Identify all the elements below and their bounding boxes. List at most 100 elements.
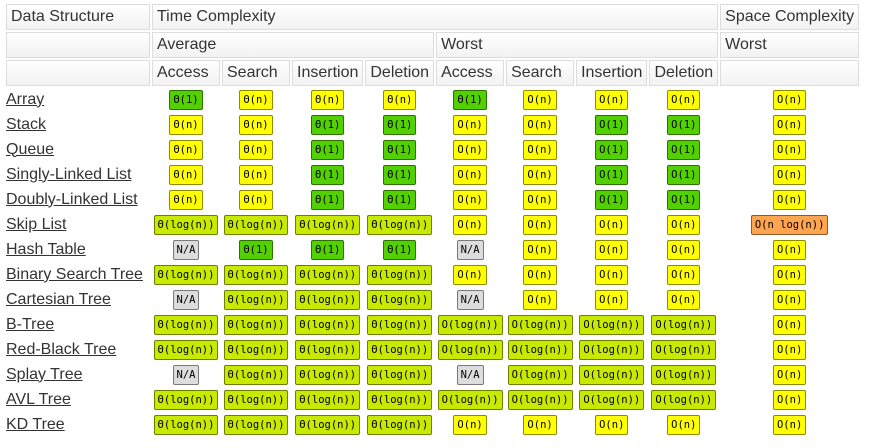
cell: O(1) bbox=[576, 113, 647, 136]
structure-link[interactable]: Stack bbox=[6, 115, 47, 133]
table-row: AVL Tree Θ(log(n)) Θ(log(n)) Θ(log(n)) Θ(log… bbox=[6, 388, 859, 411]
cell: O(1) bbox=[576, 188, 647, 211]
cell: O(1) bbox=[649, 163, 718, 186]
complexity-badge: O(n) bbox=[772, 164, 807, 185]
header-row: Average Worst Worst bbox=[6, 32, 860, 58]
header-cell: Deletion bbox=[365, 60, 435, 86]
cell: O(log(n)) bbox=[576, 388, 647, 411]
complexity-badge: Θ(1) bbox=[311, 239, 345, 260]
cell: Θ(1) bbox=[365, 163, 434, 186]
complexity-badge: Θ(log(n)) bbox=[223, 264, 289, 285]
complexity-badge: O(log(n)) bbox=[507, 364, 573, 385]
cell: O(1) bbox=[649, 138, 718, 161]
cell: O(n) bbox=[720, 338, 859, 361]
complexity-badge: O(n) bbox=[772, 414, 807, 435]
complexity-badge: O(1) bbox=[595, 189, 629, 210]
table-row: Binary Search Tree Θ(log(n)) Θ(log(n)) Θ(lo… bbox=[6, 263, 859, 286]
structure-link[interactable]: KD Tree bbox=[6, 415, 65, 433]
cell: Θ(log(n)) bbox=[292, 313, 363, 336]
structure-link[interactable]: Red-Black Tree bbox=[6, 340, 117, 358]
cell: Θ(log(n)) bbox=[365, 313, 434, 336]
cell: Θ(log(n)) bbox=[365, 263, 434, 286]
complexity-badge: Θ(log(n)) bbox=[153, 264, 219, 285]
cell: O(n) bbox=[576, 88, 647, 111]
cell: O(n) bbox=[436, 188, 504, 211]
structure-link[interactable]: AVL Tree bbox=[6, 390, 71, 408]
cell: Θ(log(n)) bbox=[222, 388, 290, 411]
table-row: B-Tree Θ(log(n)) Θ(log(n)) Θ(log(n)) Θ(log(n… bbox=[6, 313, 859, 336]
cell: Θ(log(n)) bbox=[292, 263, 363, 286]
complexity-badge: O(n) bbox=[772, 114, 807, 135]
complexity-badge: O(n) bbox=[453, 189, 487, 210]
cell: Θ(1) bbox=[365, 188, 434, 211]
header-cell: Access bbox=[152, 60, 220, 86]
complexity-badge: O(n) bbox=[523, 264, 557, 285]
complexity-badge: Θ(1) bbox=[453, 89, 487, 110]
structure-link[interactable]: Splay Tree bbox=[6, 365, 83, 383]
cell: O(n) bbox=[506, 288, 574, 311]
complexity-badge: O(n) bbox=[523, 239, 557, 260]
complexity-badge: O(n) bbox=[453, 214, 487, 235]
structure-link[interactable]: Binary Search Tree bbox=[6, 265, 143, 283]
cell: O(1) bbox=[576, 163, 647, 186]
header-cell: Access bbox=[436, 60, 505, 86]
complexity-badge: O(n) bbox=[667, 264, 701, 285]
header-cell: Space Complexity bbox=[720, 4, 860, 30]
structure-link[interactable]: Queue bbox=[6, 140, 55, 158]
complexity-badge: Θ(1) bbox=[311, 114, 345, 135]
complexity-badge: Θ(1) bbox=[239, 239, 273, 260]
complexity-badge: O(1) bbox=[667, 189, 701, 210]
complexity-badge: O(n) bbox=[523, 89, 557, 110]
structure-link[interactable]: Cartesian Tree bbox=[6, 290, 111, 308]
complexity-badge: Θ(log(n)) bbox=[153, 389, 219, 410]
cell: O(n) bbox=[506, 113, 574, 136]
cell: O(n) bbox=[649, 288, 718, 311]
structure-link[interactable]: Singly-Linked List bbox=[6, 165, 132, 183]
cell: Θ(n) bbox=[292, 88, 363, 111]
cell: O(log(n)) bbox=[649, 338, 718, 361]
complexity-badge: O(n) bbox=[453, 264, 487, 285]
cell: O(log(n)) bbox=[649, 363, 718, 386]
cell: O(log(n)) bbox=[436, 388, 504, 411]
cell: O(1) bbox=[576, 138, 647, 161]
cell: O(n) bbox=[436, 413, 504, 436]
complexity-badge: O(log(n)) bbox=[651, 389, 717, 410]
complexity-badge: Θ(log(n)) bbox=[223, 364, 289, 385]
structure-link[interactable]: Array bbox=[6, 90, 45, 108]
header-row: Data Structure Time Complexity Space Com… bbox=[6, 4, 860, 30]
complexity-badge: Θ(1) bbox=[383, 164, 417, 185]
structure-link[interactable]: Doubly-Linked List bbox=[6, 190, 138, 208]
complexity-badge: O(log(n)) bbox=[651, 364, 717, 385]
cell: O(log(n)) bbox=[506, 363, 574, 386]
complexity-badge: O(n) bbox=[595, 264, 629, 285]
header-cell: Average bbox=[152, 32, 435, 58]
cell: O(n) bbox=[576, 213, 647, 236]
complexity-badge: N/A bbox=[172, 239, 200, 260]
complexity-badge: O(n) bbox=[523, 414, 557, 435]
complexity-badge: O(n) bbox=[595, 414, 629, 435]
cell: Θ(log(n)) bbox=[152, 388, 220, 411]
complexity-badge: O(n) bbox=[523, 189, 557, 210]
table-row: Hash Table N/A Θ(1) Θ(1) Θ(1) N/A O(n) O(n) O(n)… bbox=[6, 238, 859, 261]
structure-link[interactable]: B-Tree bbox=[6, 315, 55, 333]
structure-link[interactable]: Skip List bbox=[6, 215, 67, 233]
complexity-badge: Θ(n) bbox=[169, 139, 203, 160]
complexity-badge: O(n) bbox=[595, 239, 629, 260]
complexity-badge: N/A bbox=[172, 289, 200, 310]
cell: Θ(n) bbox=[222, 188, 290, 211]
complexity-badge: O(n) bbox=[772, 89, 807, 110]
complexity-badge: O(log(n)) bbox=[507, 339, 573, 360]
structure-link[interactable]: Hash Table bbox=[6, 240, 86, 258]
cell: O(n) bbox=[720, 313, 859, 336]
cell: Θ(log(n)) bbox=[222, 213, 290, 236]
cell: Θ(log(n)) bbox=[222, 338, 290, 361]
cell: Θ(log(n)) bbox=[292, 288, 363, 311]
cell: Θ(1) bbox=[436, 88, 504, 111]
cell: O(n) bbox=[720, 413, 859, 436]
complexity-badge: O(n) bbox=[523, 214, 557, 235]
cell: O(n) bbox=[436, 163, 504, 186]
cell: O(n) bbox=[506, 138, 574, 161]
complexity-badge: Θ(n) bbox=[239, 139, 273, 160]
complexity-badge: O(n) bbox=[772, 189, 807, 210]
complexity-badge: O(n) bbox=[453, 164, 487, 185]
